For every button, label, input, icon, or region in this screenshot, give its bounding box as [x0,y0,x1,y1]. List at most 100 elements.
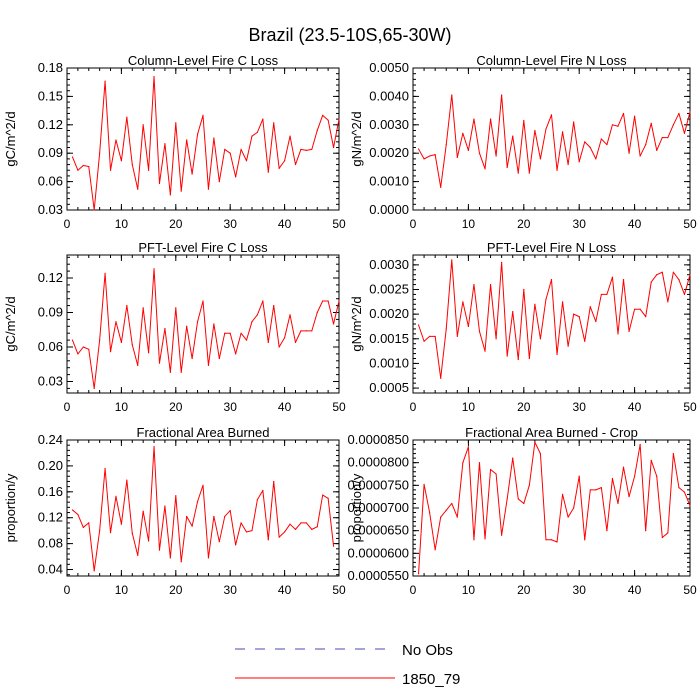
data-point [267,539,269,541]
data-point [77,513,79,516]
chart-panel-5: Fractional Area Burned proportion/y 0 10 20 3… [3,425,346,597]
x-tick-label: 0 [410,583,417,597]
data-point [561,493,564,495]
x-tick-label: 50 [683,400,697,414]
data-point [440,186,442,188]
data-point [445,144,447,146]
y-tick-label: 0.04 [38,562,63,577]
data-point [196,321,199,323]
data-point [99,339,101,341]
x-tick-label: 30 [573,583,587,597]
data-point [202,484,204,486]
y-tick-label: 0.0000600 [348,545,409,560]
data-point [467,149,469,151]
data-point [164,328,166,330]
data-point [639,155,641,157]
data-point [661,536,663,539]
data-point [240,522,242,524]
data-point [473,283,475,286]
data-point [606,530,608,532]
data-point [506,498,508,500]
data-point [489,283,492,286]
data-point [77,353,79,355]
data-point [322,300,324,302]
data-point [120,160,122,162]
y-tick-label: 0.09 [38,305,63,320]
data-point [678,487,680,489]
data-point [235,353,237,355]
data-point [71,156,74,158]
data-point [667,301,669,303]
data-point [617,333,619,335]
data-point [262,489,264,492]
data-point [109,351,112,353]
data-point [645,144,647,146]
data-point [305,522,307,524]
data-point [300,148,302,151]
x-tick-label: 50 [683,217,697,231]
plot-frame [66,439,340,577]
y-tick-label: 0.06 [38,339,63,354]
data-point [137,188,139,190]
y-tick-label: 0.0000850 [348,432,409,447]
data-point [683,132,686,134]
data-point [278,167,280,169]
y-tick-label: 0.08 [38,536,63,551]
y-tick-label: 0.0020 [369,306,409,321]
data-point [224,148,226,151]
data-point [523,288,525,291]
x-tick-label: 10 [115,217,129,231]
x-tick-label: 50 [332,217,346,231]
x-tick-label: 20 [169,400,183,414]
data-point [667,532,669,534]
data-point [109,169,112,171]
data-point [191,357,193,360]
x-tick-label: 10 [115,583,129,597]
data-point [93,387,95,389]
data-point [467,446,469,448]
data-point [224,515,226,518]
data-point [289,523,291,525]
data-point [115,321,117,323]
series-line-1850_79 [71,268,340,389]
data-point [429,511,431,514]
data-point [567,163,569,166]
series-line-1850_79 [71,76,340,211]
figure-title: Brazil (23.5-10S,65-30W) [248,25,451,45]
data-point [88,522,90,524]
data-point [180,371,182,373]
data-point [109,532,112,534]
data-point [82,164,84,167]
data-point [650,459,652,461]
data-point [523,119,525,122]
y-tick-label: 0.0025 [369,282,409,297]
data-point [423,483,425,486]
data-point [622,112,625,115]
data-point [316,311,318,314]
data-point [456,516,458,518]
data-point [578,316,580,318]
data-point [534,441,536,443]
data-point [617,502,619,505]
x-tick-label: 10 [462,583,476,597]
data-point [611,124,614,126]
data-point [169,194,171,196]
data-point [429,155,431,157]
legend-label-no-obs: No Obs [402,642,453,659]
y-tick-label: 0.0000750 [348,477,409,492]
panels: Column-Level Fire C Loss gC/m^2/d 0 10 20 30 4… [3,53,697,597]
data-point [589,306,591,308]
data-point [284,337,286,339]
data-point [573,121,575,123]
data-point [595,320,597,323]
data-point [495,473,497,475]
data-point [423,340,425,342]
data-point [278,346,280,348]
data-point [251,321,253,323]
y-tick-label: 0.0000550 [348,568,409,583]
y-tick-label: 0.0030 [369,117,409,132]
data-point [434,335,436,337]
panel-title: PFT-Level Fire C Loss [138,240,268,255]
x-tick-label: 30 [573,217,587,231]
data-point [327,300,329,302]
